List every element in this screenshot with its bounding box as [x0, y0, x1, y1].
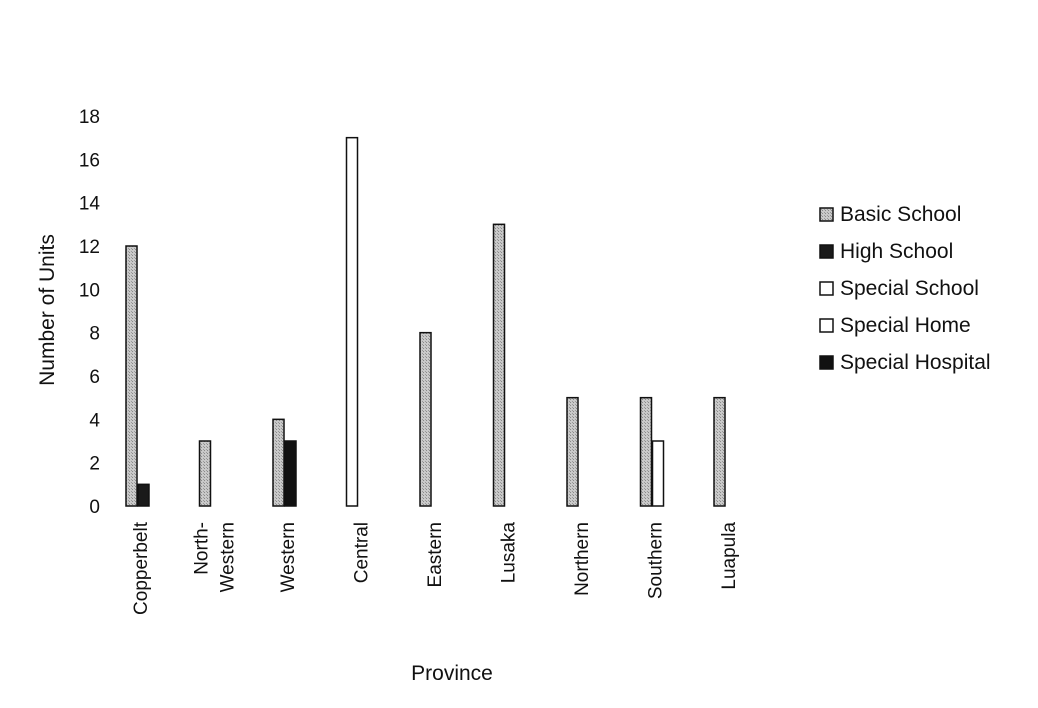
legend-swatch: [819, 207, 834, 222]
legend-label: High School: [840, 240, 953, 263]
legend-swatch: [819, 244, 834, 259]
y-axis-title: Number of Units: [36, 234, 59, 386]
x-axis-title: Province: [411, 662, 493, 685]
x-tick-label: Lusaka: [499, 522, 520, 584]
y-tick-label: 4: [89, 410, 100, 431]
x-tick-label: Eastern: [425, 522, 446, 587]
x-tick-text: Eastern: [425, 522, 446, 587]
y-tick-label: 10: [79, 280, 100, 301]
x-tick-text: Southern: [646, 522, 667, 599]
bars: [125, 136, 726, 507]
x-tick-label: Western: [278, 522, 299, 592]
legend-label: Special School: [840, 277, 979, 300]
legend-label: Special Home: [840, 314, 971, 337]
x-tick-text: Western: [278, 522, 299, 592]
legend-label: Special Hospital: [840, 351, 991, 374]
x-tick-label: Copperbelt: [131, 521, 152, 615]
bar-basic-school: [125, 245, 138, 507]
x-tick-label: Luapula: [719, 522, 740, 590]
y-tick-label: 0: [89, 497, 100, 518]
legend-swatch: [819, 281, 834, 296]
bar-special-school: [345, 136, 359, 507]
x-tick-text: Copperbelt: [131, 521, 152, 615]
x-tick-label: Central: [352, 522, 373, 583]
legend-swatch: [819, 355, 834, 370]
y-tick-label: 12: [79, 237, 100, 258]
bar-special-hospital: [284, 440, 297, 507]
y-tick-label: 18: [79, 107, 100, 128]
y-tick-label: 6: [89, 367, 100, 388]
x-tick-label: North- Western: [192, 522, 239, 592]
x-tick-text: Luapula: [719, 522, 740, 590]
bar-basic-school: [272, 418, 285, 507]
bar-basic-school: [566, 396, 579, 507]
x-tick-text: Western: [218, 522, 239, 592]
legend-label: Basic School: [840, 203, 961, 226]
y-tick-label: 8: [89, 324, 100, 345]
x-tick-label: Northern: [572, 522, 593, 596]
y-tick-label: 14: [79, 194, 101, 215]
y-axis-ticks: 0 2 4 6 8 10 12 14 16 18: [79, 107, 101, 518]
x-tick-text: Central: [352, 522, 373, 583]
x-tick-text: North-: [192, 522, 213, 575]
bar-basic-school: [419, 331, 432, 507]
bar-high-school: [137, 483, 150, 507]
legend-swatch: [819, 318, 834, 333]
x-tick-text: Northern: [572, 522, 593, 596]
y-tick-label: 16: [79, 150, 100, 171]
bar-basic-school: [639, 396, 653, 507]
x-tick-text: Lusaka: [499, 522, 520, 584]
x-tick-label: Southern: [646, 522, 667, 599]
bar-special-home: [651, 440, 665, 507]
bar-basic-school: [198, 440, 212, 507]
bar-basic-school: [713, 396, 726, 507]
x-axis-ticks: Copperbelt North- Western Western Central Eas…: [131, 521, 740, 615]
y-tick-label: 2: [89, 454, 100, 475]
bar-basic-school: [492, 223, 506, 507]
legend: Basic School High School Special School Spe…: [819, 203, 991, 374]
